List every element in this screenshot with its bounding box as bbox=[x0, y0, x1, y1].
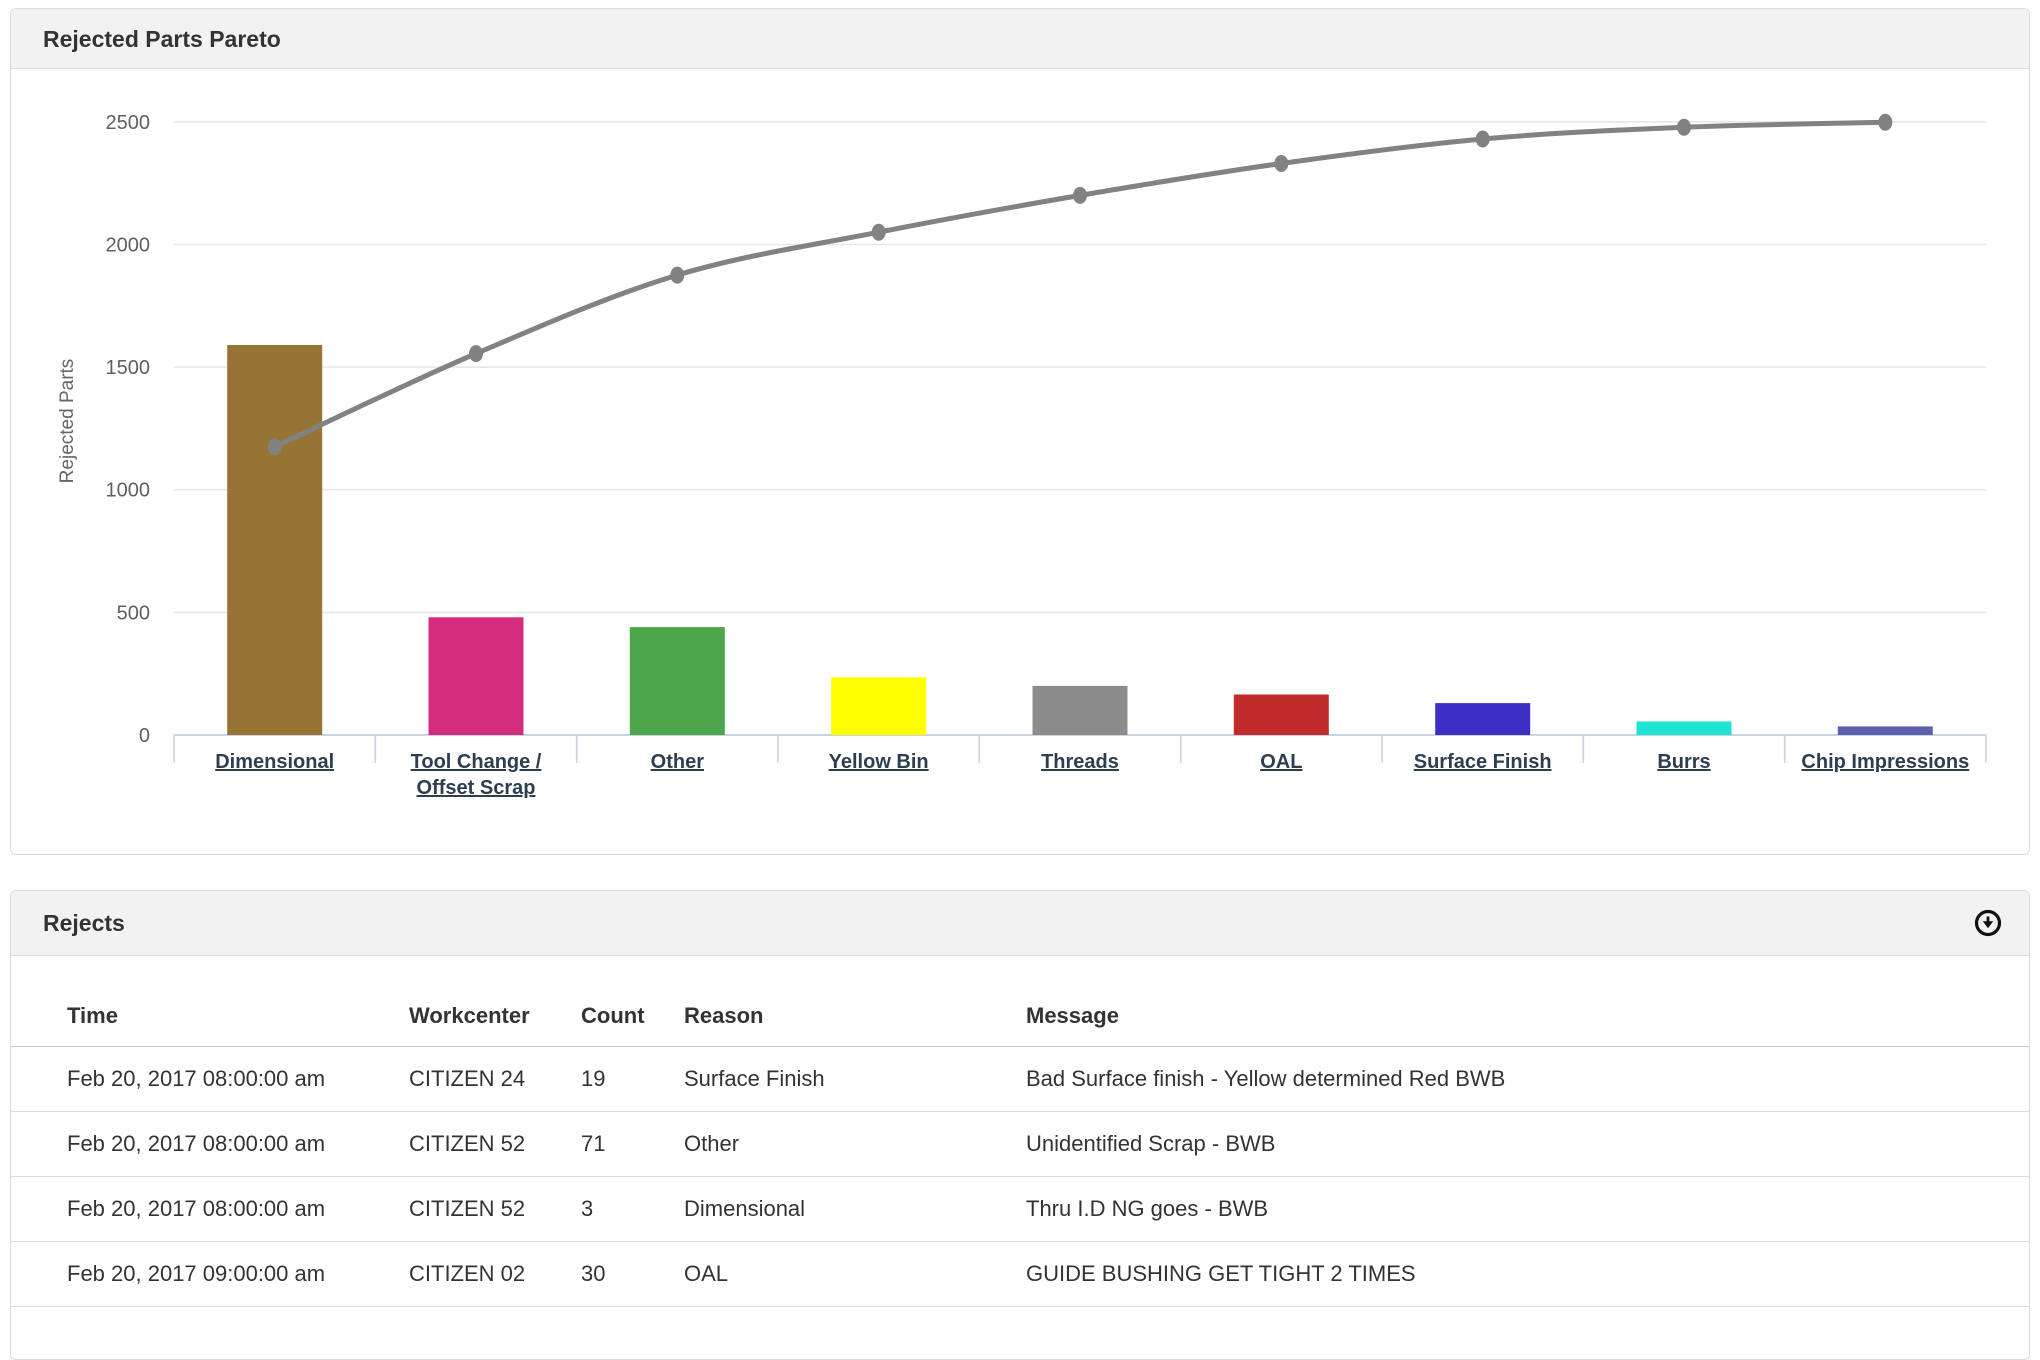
cell-reason: Other bbox=[684, 1111, 1026, 1177]
download-icon[interactable] bbox=[1973, 908, 2003, 938]
y-axis-tick-label: 0 bbox=[139, 725, 150, 747]
table-row: Feb 20, 2017 09:00:00 am CITIZEN 02 30 OAL G… bbox=[11, 1241, 2029, 1307]
cumulative-point-surface-finish[interactable] bbox=[1475, 130, 1490, 148]
bar-burrs[interactable] bbox=[1636, 721, 1732, 736]
column-header-reason: Reason bbox=[684, 956, 1026, 1047]
bar-threads[interactable] bbox=[1032, 685, 1128, 735]
y-axis-tick-label: 2500 bbox=[106, 112, 151, 134]
bar-surface-finish[interactable] bbox=[1435, 703, 1531, 735]
cell-time: Feb 20, 2017 08:00:00 am bbox=[11, 1176, 409, 1242]
column-header-count: Count bbox=[581, 956, 684, 1047]
cell-time: Feb 20, 2017 09:00:00 am bbox=[11, 1241, 409, 1307]
cumulative-point-tool-change-offset-scrap[interactable] bbox=[469, 345, 483, 363]
x-axis-label-oal[interactable]: OAL bbox=[1260, 751, 1303, 773]
bar-yellow-bin[interactable] bbox=[831, 677, 927, 735]
y-axis-tick-label: 1500 bbox=[106, 357, 151, 379]
cell-time: Feb 20, 2017 08:00:00 am bbox=[11, 1111, 409, 1177]
bar-other[interactable] bbox=[629, 627, 725, 735]
cell-reason: Dimensional bbox=[684, 1176, 1026, 1242]
bar-dimensional[interactable] bbox=[227, 345, 323, 735]
cell-count: 3 bbox=[581, 1176, 684, 1242]
y-axis-tick-label: 1000 bbox=[106, 480, 151, 502]
cumulative-point-threads[interactable] bbox=[1073, 186, 1087, 204]
rejects-table: Time Workcenter Count Reason Message Feb 20,… bbox=[11, 956, 2029, 1307]
cell-workcenter: CITIZEN 52 bbox=[409, 1176, 581, 1242]
cumulative-point-other[interactable] bbox=[670, 266, 685, 284]
cumulative-line bbox=[273, 119, 1886, 450]
x-axis-label-surface-finish[interactable]: Surface Finish bbox=[1413, 751, 1552, 773]
rejects-card-title: Rejects bbox=[43, 910, 125, 936]
cumulative-point-oal[interactable] bbox=[1274, 155, 1289, 172]
bar-tool-change-offset-scrap[interactable] bbox=[428, 617, 524, 735]
pareto-chart: 0 500 1000 1500 2000 2500 Rejected Parts Dimen… bbox=[11, 69, 2029, 855]
rejects-card-header: Rejects bbox=[11, 891, 2029, 956]
cell-workcenter: CITIZEN 24 bbox=[409, 1046, 581, 1112]
table-row: Feb 20, 2017 08:00:00 am CITIZEN 52 3 Dimen… bbox=[11, 1176, 2029, 1242]
cumulative-point-dimensional[interactable] bbox=[267, 438, 282, 456]
x-axis-label-other[interactable]: Other bbox=[650, 751, 704, 773]
cell-reason: Surface Finish bbox=[684, 1046, 1026, 1112]
x-axis-label-tool-change-offset-scrap[interactable]: Tool Change / Offset Scrap bbox=[410, 751, 542, 799]
table-row: Feb 20, 2017 08:00:00 am CITIZEN 52 71 Othe… bbox=[11, 1111, 2029, 1177]
cell-workcenter: CITIZEN 02 bbox=[409, 1241, 581, 1307]
y-axis-tick-label: 500 bbox=[117, 602, 150, 624]
cell-count: 30 bbox=[581, 1241, 684, 1307]
column-header-workcenter: Workcenter bbox=[409, 956, 581, 1047]
cell-reason: OAL bbox=[684, 1241, 1026, 1307]
cumulative-point-yellow-bin[interactable] bbox=[871, 223, 886, 241]
y-axis-title: Rejected Parts bbox=[57, 359, 78, 484]
bar-oal[interactable] bbox=[1233, 694, 1329, 736]
x-axis-label-yellow-bin[interactable]: Yellow Bin bbox=[828, 751, 929, 773]
pareto-chart-svg: 0 500 1000 1500 2000 2500 Rejected Parts bbox=[57, 112, 1987, 763]
table-row: Feb 20, 2017 08:00:00 am CITIZEN 24 19 Surf… bbox=[11, 1046, 2029, 1112]
cell-message: GUIDE BUSHING GET TIGHT 2 TIMES bbox=[1026, 1241, 2029, 1307]
y-axis-tick-label: 2000 bbox=[106, 235, 151, 257]
table-header-row: Time Workcenter Count Reason Message bbox=[11, 956, 2029, 1047]
cell-message: Unidentified Scrap - BWB bbox=[1026, 1111, 2029, 1177]
pareto-card: Rejected Parts Pareto 0 500 1000 1500 2000 25… bbox=[10, 8, 2030, 855]
column-header-time: Time bbox=[11, 956, 409, 1047]
x-axis-label-dimensional[interactable]: Dimensional bbox=[215, 751, 335, 773]
cell-time: Feb 20, 2017 08:00:00 am bbox=[11, 1046, 409, 1112]
rejects-card: Rejects Time Workcenter Count Reason Message… bbox=[10, 890, 2030, 1360]
cumulative-point-burrs[interactable] bbox=[1677, 118, 1691, 136]
x-axis-label-chip-impressions[interactable]: Chip Impressions bbox=[1801, 751, 1970, 773]
pareto-card-title: Rejected Parts Pareto bbox=[43, 26, 281, 52]
cumulative-point-chip-impressions[interactable] bbox=[1878, 113, 1893, 131]
cell-count: 71 bbox=[581, 1111, 684, 1177]
bar-chip-impressions[interactable] bbox=[1837, 726, 1933, 735]
cell-count: 19 bbox=[581, 1046, 684, 1112]
pareto-card-header: Rejected Parts Pareto bbox=[11, 9, 2029, 69]
x-axis-label-threads[interactable]: Threads bbox=[1041, 751, 1119, 773]
cell-message: Thru I.D NG goes - BWB bbox=[1026, 1176, 2029, 1242]
cell-workcenter: CITIZEN 52 bbox=[409, 1111, 581, 1177]
cell-message: Bad Surface finish - Yellow determined R… bbox=[1026, 1046, 2029, 1112]
x-axis-label-burrs[interactable]: Burrs bbox=[1657, 751, 1711, 773]
column-header-message: Message bbox=[1026, 956, 2029, 1047]
